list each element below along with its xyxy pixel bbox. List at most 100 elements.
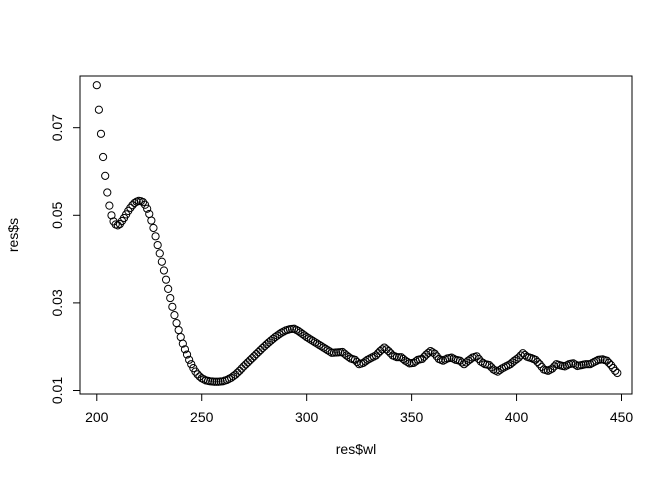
- x-tick-label: 200: [85, 409, 109, 425]
- data-point: [392, 353, 402, 362]
- data-point: [245, 356, 255, 365]
- data-point: [155, 249, 164, 258]
- data-point: [499, 363, 509, 372]
- data-point: [302, 332, 311, 342]
- data-point: [195, 372, 204, 381]
- data-point: [224, 374, 234, 383]
- data-point: [382, 345, 391, 354]
- data-point: [352, 357, 362, 367]
- data-point: [457, 358, 467, 367]
- data-point: [233, 368, 242, 377]
- data-point: [399, 354, 408, 364]
- data-point: [384, 346, 393, 356]
- data-point: [239, 362, 248, 371]
- data-point: [588, 359, 597, 368]
- data-point: [424, 348, 433, 357]
- data-point: [138, 198, 148, 207]
- data-point: [430, 349, 439, 358]
- data-point: [304, 334, 313, 343]
- data-point: [294, 326, 303, 336]
- data-point: [237, 364, 246, 373]
- data-point: [611, 366, 620, 375]
- data-point: [227, 373, 236, 382]
- data-point: [365, 354, 374, 363]
- data-point: [243, 358, 253, 367]
- data-point: [319, 343, 328, 352]
- x-tick-label: 300: [295, 409, 319, 425]
- data-point: [180, 345, 190, 354]
- data-point: [501, 362, 511, 371]
- data-point: [241, 360, 250, 369]
- data-point: [292, 325, 301, 334]
- data-point: [101, 171, 110, 180]
- data-point: [325, 347, 334, 356]
- data-point: [613, 368, 622, 378]
- data-point: [275, 330, 284, 339]
- data-point: [472, 352, 481, 361]
- x-axis: 200 250 300 350 400 450: [85, 393, 633, 425]
- data-point: [254, 348, 263, 357]
- data-point: [103, 188, 112, 197]
- data-point: [308, 336, 318, 346]
- y-tick-label: 0.05: [49, 201, 65, 228]
- data-point: [105, 201, 114, 210]
- data-point: [394, 353, 404, 362]
- data-point: [248, 354, 257, 363]
- data-point: [187, 360, 196, 369]
- data-point: [212, 377, 221, 386]
- data-point: [317, 342, 326, 351]
- data-point: [504, 361, 513, 370]
- data-point: [113, 221, 122, 230]
- data-point: [143, 204, 152, 213]
- data-point: [210, 377, 219, 386]
- data-point: [159, 266, 169, 275]
- data-point: [164, 284, 173, 293]
- data-point: [571, 360, 580, 369]
- data-point: [581, 360, 590, 369]
- data-point: [548, 364, 557, 373]
- data-point: [497, 364, 506, 373]
- data-point: [550, 362, 559, 371]
- y-axis-label: res$s: [5, 218, 21, 252]
- data-point: [260, 342, 269, 351]
- data-point: [585, 360, 595, 369]
- data-point: [300, 331, 309, 340]
- data-point: [543, 366, 553, 375]
- data-point: [252, 350, 261, 359]
- data-point: [418, 354, 427, 364]
- data-point: [191, 367, 200, 376]
- data-point: [256, 345, 265, 355]
- data-point: [140, 200, 150, 209]
- data-point: [604, 358, 614, 367]
- data-point: [161, 275, 171, 284]
- data-point: [361, 357, 370, 366]
- data-point: [493, 367, 502, 376]
- data-point: [182, 350, 192, 359]
- data-point: [495, 366, 504, 375]
- data-point: [168, 302, 177, 311]
- data-point: [371, 351, 381, 360]
- data-points: [92, 81, 622, 386]
- plot-box: [79, 75, 633, 395]
- data-point: [426, 346, 435, 356]
- data-point: [96, 129, 106, 138]
- data-point: [609, 363, 618, 373]
- data-point: [535, 360, 544, 369]
- data-point: [98, 152, 108, 162]
- x-tick-label: 350: [400, 409, 424, 425]
- data-point: [174, 325, 183, 335]
- data-point: [258, 343, 267, 353]
- data-point: [403, 357, 412, 367]
- data-point: [489, 365, 498, 374]
- x-tick-label: 400: [505, 409, 529, 425]
- data-point: [531, 355, 540, 364]
- data-point: [235, 366, 244, 375]
- data-point: [321, 344, 330, 353]
- data-point: [533, 357, 542, 367]
- data-point: [185, 355, 194, 364]
- data-point: [378, 345, 387, 354]
- data-point: [166, 293, 175, 303]
- data-point: [153, 240, 162, 250]
- data-point: [147, 216, 156, 225]
